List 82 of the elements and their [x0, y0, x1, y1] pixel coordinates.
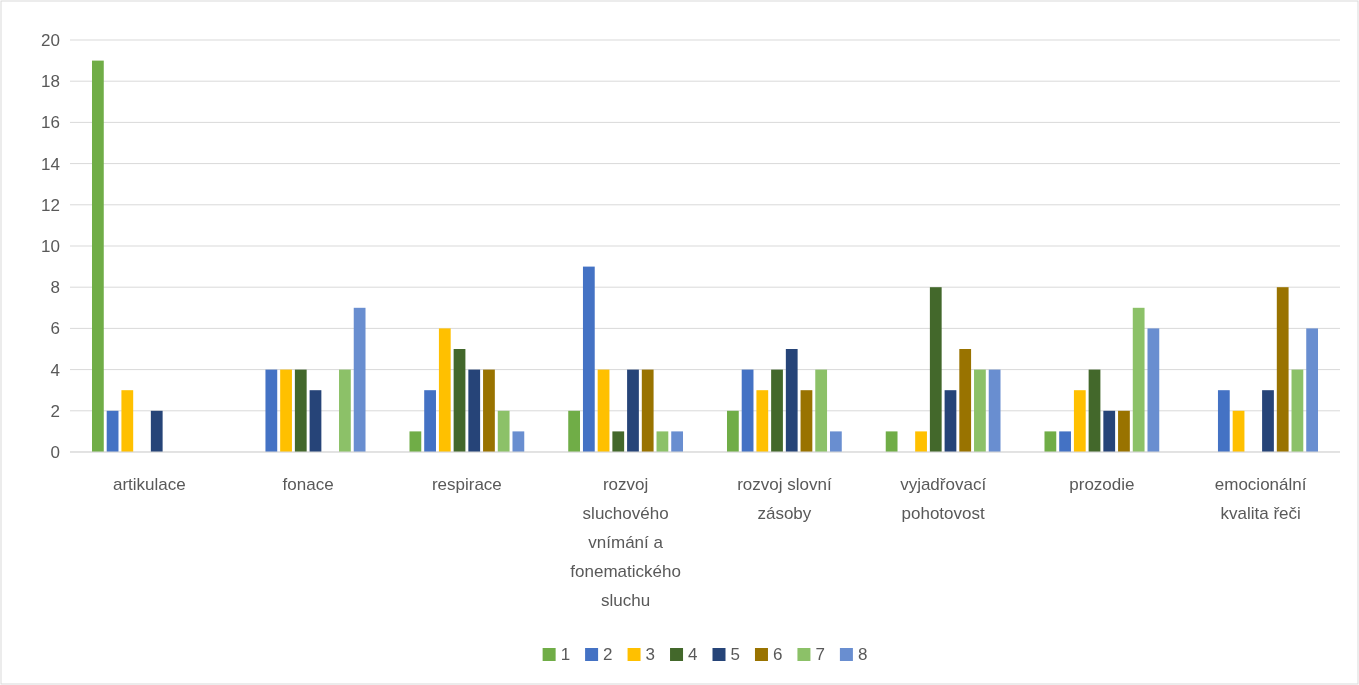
bar	[1103, 410, 1116, 452]
y-tick-label: 14	[41, 154, 60, 174]
bar	[1118, 410, 1130, 452]
legend-label: 3	[645, 645, 656, 664]
y-tick-label: 4	[50, 360, 60, 380]
bar	[915, 431, 927, 452]
bar	[121, 390, 134, 452]
y-tick-label: 6	[50, 319, 60, 339]
bar	[424, 390, 436, 452]
bar	[612, 431, 625, 452]
bar	[597, 369, 610, 452]
bar	[512, 431, 525, 452]
legend-label: 8	[857, 645, 868, 664]
bar	[1217, 390, 1230, 452]
bar	[1073, 390, 1086, 452]
legend-label: 7	[815, 645, 825, 664]
bar	[1306, 328, 1319, 452]
bar	[1276, 287, 1289, 452]
bar	[885, 431, 898, 452]
bar	[409, 431, 422, 452]
y-tick-label: 0	[50, 442, 60, 462]
bar	[438, 328, 451, 452]
y-tick-label: 20	[41, 30, 60, 50]
x-tick-label: fonace	[282, 475, 334, 494]
bar	[1291, 369, 1304, 452]
x-tick-label: artikulace	[112, 475, 186, 494]
bar	[309, 390, 322, 452]
bar	[800, 390, 813, 452]
bar	[1044, 431, 1057, 452]
bar	[656, 431, 669, 452]
x-tick-label: respirace	[431, 475, 502, 494]
bar	[265, 369, 278, 452]
bar	[582, 266, 595, 452]
bar	[353, 307, 366, 452]
x-tick-label: prozodie	[1069, 475, 1135, 494]
x-tick-label: emocionální kvalita řeči	[1214, 475, 1307, 523]
bar	[627, 369, 639, 452]
y-tick-label: 18	[41, 72, 60, 92]
bar	[91, 60, 104, 452]
bar	[483, 369, 495, 452]
bar	[150, 410, 163, 452]
bar	[944, 390, 957, 452]
bar	[815, 369, 828, 452]
bar	[339, 369, 351, 452]
bar	[785, 349, 798, 452]
bar	[106, 410, 119, 452]
bar	[988, 369, 1001, 452]
bar	[280, 369, 292, 452]
bar	[1132, 307, 1145, 452]
bar	[1262, 390, 1274, 452]
bar	[453, 349, 466, 452]
bar	[726, 410, 739, 452]
y-tick-label: 2	[50, 401, 60, 421]
x-tick-label: rozvoj sluchového vnímání a fonematického sluchu	[570, 475, 681, 610]
bar	[771, 369, 783, 452]
bar	[829, 431, 842, 452]
bar	[1059, 431, 1071, 452]
bar	[497, 410, 510, 452]
bar	[959, 349, 972, 452]
bar	[568, 410, 581, 452]
legend-label: 4	[688, 645, 698, 664]
legend-label: 2	[603, 645, 613, 664]
bar	[671, 431, 684, 452]
bar	[1147, 328, 1160, 452]
y-tick-label: 10	[41, 236, 60, 256]
x-tick-label: rozvoj slovní zásoby	[737, 475, 832, 523]
bar	[294, 369, 307, 452]
legend-label: 6	[772, 645, 783, 664]
bar	[929, 287, 942, 452]
legend-label: 1	[560, 645, 571, 664]
legend-label: 5	[730, 645, 740, 664]
y-tick-label: 16	[41, 113, 60, 133]
bar	[741, 369, 754, 452]
y-tick-label: 8	[50, 278, 60, 298]
bar	[1232, 410, 1245, 452]
y-tick-label: 12	[41, 195, 60, 215]
x-tick-label: vyjadřovací pohotovost	[900, 475, 987, 523]
bar	[468, 369, 481, 452]
bar	[756, 390, 769, 452]
bar	[974, 369, 986, 452]
bar	[641, 369, 654, 452]
bar	[1088, 369, 1101, 452]
